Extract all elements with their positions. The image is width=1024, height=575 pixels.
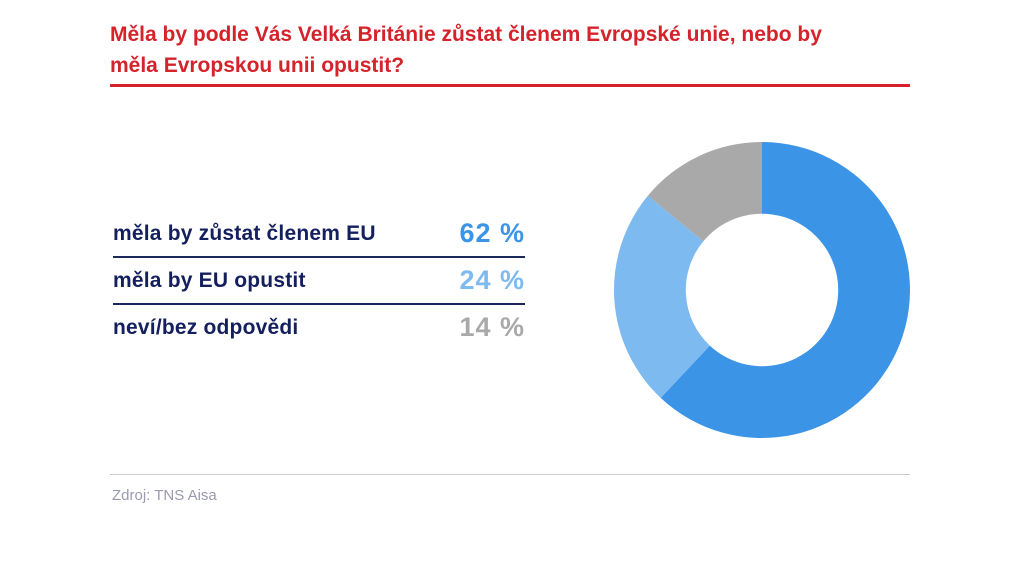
legend-row-undecided: neví/bez odpovědi 14 % <box>113 305 525 350</box>
legend-label-leave: měla by EU opustit <box>113 268 306 292</box>
chart-title: Měla by podle Vás Velká Británie zůstat … <box>110 19 940 81</box>
legend-value-leave: 24 % <box>459 265 525 295</box>
donut-slice-2 <box>647 141 762 242</box>
legend-label-undecided: neví/bez odpovědi <box>113 315 299 339</box>
footer-divider <box>110 474 910 475</box>
donut-chart <box>613 141 911 439</box>
legend-value-undecided: 14 % <box>459 312 525 342</box>
source-note: Zdroj: TNS Aisa <box>112 487 217 504</box>
donut-chart-svg <box>613 141 911 439</box>
legend-row-leave: měla by EU opustit 24 % <box>113 258 525 305</box>
legend-value-remain: 62 % <box>459 218 525 248</box>
chart-title-line-1: Měla by podle Vás Velká Británie zůstat … <box>110 23 822 46</box>
legend-row-remain: měla by zůstat členem EU 62 % <box>113 211 525 258</box>
donut-slice-1 <box>613 195 710 398</box>
chart-legend: měla by zůstat členem EU 62 % měla by EU… <box>113 211 525 350</box>
chart-title-line-2: měla Evropskou unii opustit? <box>110 54 405 77</box>
title-underline <box>110 84 910 87</box>
donut-slice-0 <box>660 141 911 439</box>
legend-label-remain: měla by zůstat členem EU <box>113 221 376 245</box>
